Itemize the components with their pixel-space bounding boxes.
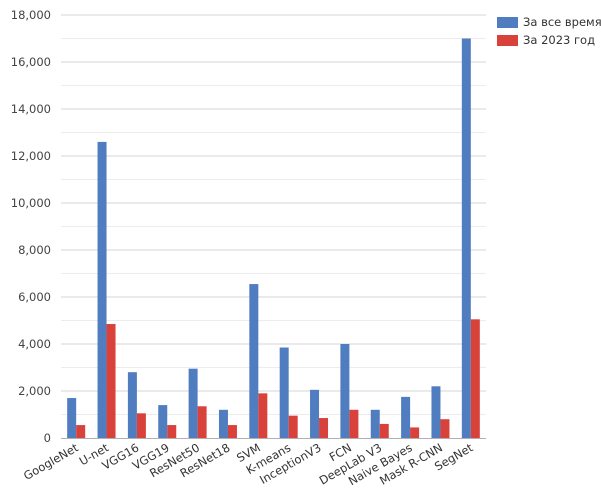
- bars: [67, 38, 480, 439]
- bar-series-1[interactable]: [188, 368, 198, 438]
- bar-series-1[interactable]: [127, 372, 137, 438]
- bar-series-2[interactable]: [167, 425, 177, 438]
- bar-series-2[interactable]: [440, 419, 450, 438]
- y-tick-label: 2,000: [18, 384, 51, 398]
- bar-series-1[interactable]: [401, 396, 411, 439]
- y-tick-label: 16,000: [11, 55, 51, 69]
- bar-series-1[interactable]: [97, 141, 107, 438]
- bar-series-2[interactable]: [319, 418, 329, 438]
- legend-swatch-series-2: [497, 34, 518, 46]
- bar-series-1[interactable]: [218, 409, 228, 438]
- y-tick-label: 4,000: [18, 337, 51, 351]
- bar-series-2[interactable]: [349, 409, 359, 438]
- bar-series-2[interactable]: [258, 393, 268, 438]
- bar-series-1[interactable]: [340, 344, 350, 438]
- bar-series-1[interactable]: [310, 389, 320, 438]
- bar-series-1[interactable]: [370, 409, 380, 438]
- bar-series-1[interactable]: [67, 398, 77, 438]
- bar-series-2[interactable]: [106, 324, 116, 438]
- y-axis-ticks: 0 2,000 4,000 6,000 8,000 10,000 12,000 14,000 1…: [11, 8, 51, 445]
- bar-series-1[interactable]: [431, 386, 441, 438]
- bar-series-1[interactable]: [279, 347, 289, 438]
- bar-series-2[interactable]: [76, 425, 86, 438]
- legend-item-series-1[interactable]: За все время: [497, 13, 601, 31]
- bar-series-1[interactable]: [461, 38, 471, 439]
- bar-series-2[interactable]: [227, 425, 237, 438]
- x-tick-label: GoogleNet: [21, 440, 81, 483]
- x-axis-labels: GoogleNetU-netVGG16VGG19ResNet50ResNet18…: [21, 440, 476, 488]
- legend: За все время За 2023 год: [497, 13, 601, 49]
- y-tick-label: 0: [44, 431, 51, 445]
- y-tick-label: 8,000: [18, 243, 51, 257]
- legend-label-series-1: За все время: [523, 15, 601, 29]
- bar-series-2[interactable]: [136, 413, 146, 438]
- bar-series-1[interactable]: [158, 405, 168, 438]
- bar-series-2[interactable]: [288, 415, 298, 438]
- y-tick-label: 12,000: [11, 149, 51, 163]
- bar-series-2[interactable]: [470, 319, 480, 438]
- y-tick-label: 6,000: [18, 290, 51, 304]
- bar-series-1[interactable]: [249, 284, 259, 438]
- y-tick-label: 14,000: [11, 102, 51, 116]
- bar-series-2[interactable]: [197, 406, 207, 438]
- bar-series-2[interactable]: [379, 423, 389, 438]
- legend-label-series-2: За 2023 год: [523, 33, 596, 47]
- legend-item-series-2[interactable]: За 2023 год: [497, 31, 601, 49]
- grid-lines: [61, 14, 486, 415]
- bar-series-2[interactable]: [410, 427, 420, 438]
- y-tick-label: 18,000: [11, 8, 51, 22]
- y-tick-label: 10,000: [11, 196, 51, 210]
- legend-swatch-series-1: [497, 16, 518, 28]
